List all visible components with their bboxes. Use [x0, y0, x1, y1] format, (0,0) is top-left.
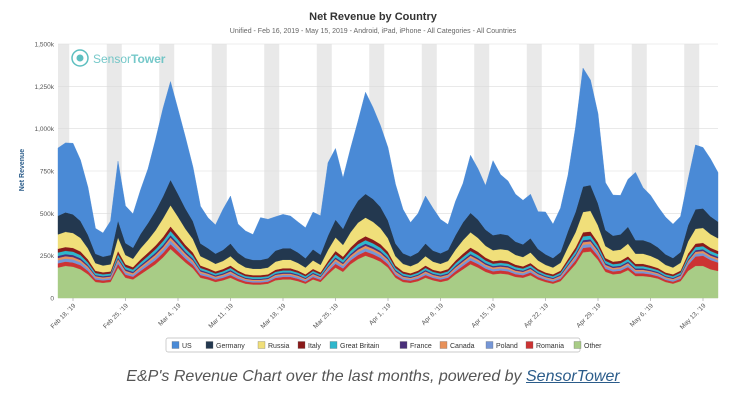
legend-label: US: [182, 343, 192, 350]
legend-label: Italy: [308, 343, 321, 350]
x-tick-label: Apr 8, '19: [420, 302, 445, 327]
legend-swatch: [399, 341, 408, 349]
x-tick-label: Apr 29, '19: [575, 302, 602, 329]
x-tick-label: May 6, '19: [629, 302, 655, 328]
x-tick-label: Mar 11, '19: [207, 302, 235, 330]
sensortower-logo-icon: [71, 49, 89, 67]
legend-swatch: [573, 341, 582, 349]
legend-label: Great Britain: [340, 343, 379, 350]
legend-item-canada[interactable]: Canada: [439, 341, 475, 350]
legend-item-italy[interactable]: Italy: [297, 341, 321, 350]
legend-label: Germany: [216, 343, 245, 350]
stacked-area-chart: Net Revenue by Country Unified - Feb 16,…: [19, 11, 719, 353]
y-tick-label: 250k: [40, 253, 55, 260]
legend-item-russia[interactable]: Russia: [257, 341, 290, 350]
x-tick-label: Feb 18, '19: [50, 302, 78, 330]
legend-swatch: [205, 341, 214, 349]
area-series-layer: [57, 67, 719, 299]
y-tick-label: 500k: [40, 211, 55, 218]
y-tick-label: 1,500k: [34, 42, 54, 49]
figure-caption: E&P's Revenue Chart over the last months…: [0, 368, 746, 386]
x-tick-label: Mar 18, '19: [260, 302, 288, 330]
x-tick-label: Mar 4, '19: [157, 302, 183, 328]
legend-swatch: [485, 341, 494, 349]
legend-label: Russia: [268, 343, 290, 350]
x-tick-label: Apr 15, '19: [470, 302, 497, 329]
legend-swatch: [525, 341, 534, 349]
x-tick-label: Feb 25, '19: [102, 302, 130, 330]
x-tick-label: Apr 1, '19: [368, 302, 393, 327]
x-tick-label: Mar 25, '19: [312, 302, 340, 330]
y-tick-label: 750k: [40, 169, 55, 176]
legend-item-us[interactable]: US: [171, 341, 192, 350]
legend: US Germany Russia Italy Great Britain France C…: [165, 337, 602, 353]
watermark-brand-prefix: Sensor: [93, 52, 131, 66]
x-axis-ticks: Feb 18, '19 Feb 25, '19 Mar 4, '19 Mar 11, …: [50, 298, 708, 331]
legend-item-poland[interactable]: Poland: [485, 341, 518, 350]
legend-swatch: [329, 341, 338, 349]
legend-label: Poland: [496, 343, 518, 350]
legend-item-other[interactable]: Other: [573, 341, 602, 350]
legend-swatch: [439, 341, 448, 349]
sensortower-link[interactable]: SensorTower: [526, 368, 620, 385]
legend-label: Other: [584, 343, 602, 350]
legend-item-great-britain[interactable]: Great Britain: [329, 341, 379, 350]
legend-item-germany[interactable]: Germany: [205, 341, 245, 350]
y-axis-label: Net Revenue: [19, 149, 26, 192]
legend-label: Canada: [450, 343, 475, 350]
y-tick-label: 1,250k: [34, 84, 54, 91]
chart-container: Net Revenue by Country Unified - Feb 16,…: [19, 11, 719, 353]
legend-item-romania[interactable]: Romania: [525, 341, 564, 350]
x-tick-label: May 13, '19: [679, 302, 708, 331]
x-tick-label: Apr 22, '19: [523, 302, 550, 329]
legend-swatch: [171, 341, 180, 349]
legend-item-france[interactable]: France: [399, 341, 432, 350]
y-tick-label: 0: [50, 296, 54, 303]
sensortower-logo-dot: [76, 54, 84, 62]
y-axis-ticks: 0 250k 500k 750k 1,000k 1,250k 1,500k: [34, 42, 54, 303]
caption-text: E&P's Revenue Chart over the last months…: [126, 368, 526, 385]
legend-swatch: [257, 341, 266, 349]
watermark-brand: SensorTower: [93, 52, 166, 66]
watermark-logo: SensorTower: [71, 49, 166, 67]
legend-label: Romania: [536, 343, 564, 350]
legend-swatch: [297, 341, 306, 349]
chart-subtitle: Unified - Feb 16, 2019 - May 15, 2019 - …: [230, 28, 517, 35]
legend-label: France: [410, 343, 432, 350]
y-tick-label: 1,000k: [34, 126, 54, 133]
chart-title: Net Revenue by Country: [309, 11, 438, 23]
area-series-us: [57, 67, 719, 261]
watermark-brand-suffix: Tower: [131, 52, 166, 66]
